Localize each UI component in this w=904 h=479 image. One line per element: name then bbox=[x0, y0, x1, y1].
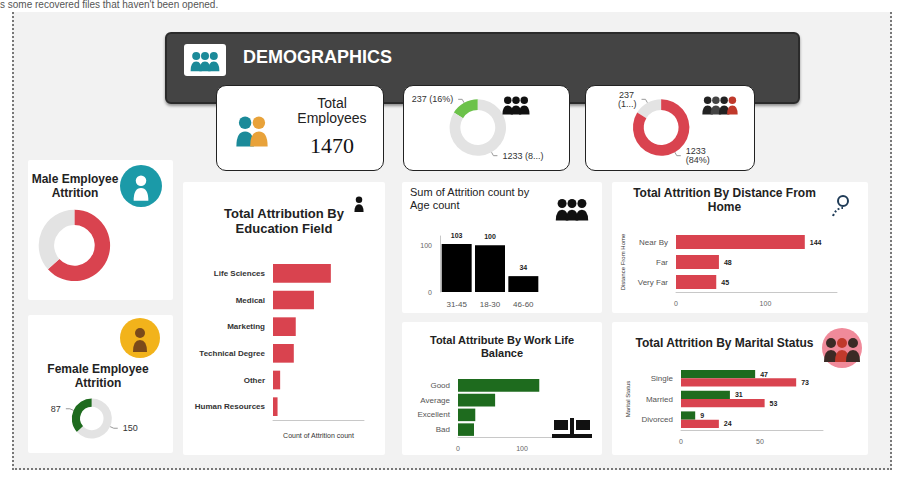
svg-text:Distance From Home: Distance From Home bbox=[620, 233, 626, 290]
svg-text:100: 100 bbox=[516, 445, 528, 452]
html-text:1470: 1470 bbox=[310, 133, 354, 158]
svg-text:0: 0 bbox=[679, 438, 683, 445]
svg-text:Count of Attrition count: Count of Attrition count bbox=[283, 432, 354, 439]
svg-text:50: 50 bbox=[756, 438, 764, 445]
html-text:s some recovered files that ha: s some recovered files that haven't been… bbox=[0, 0, 219, 10]
svg-text:9: 9 bbox=[700, 412, 704, 419]
svg-text:24: 24 bbox=[724, 420, 732, 427]
svg-text:53: 53 bbox=[770, 400, 778, 407]
svg-text:Human Resources: Human Resources bbox=[195, 402, 266, 411]
svg-text:(1...): (1...) bbox=[618, 99, 637, 109]
svg-text:87: 87 bbox=[51, 404, 61, 414]
svg-text:Single: Single bbox=[651, 374, 674, 383]
svg-text:100: 100 bbox=[484, 233, 496, 240]
html-text:DEMOGRAPHICS: DEMOGRAPHICS bbox=[243, 47, 392, 67]
svg-text:0: 0 bbox=[456, 445, 460, 452]
html-text:Total Attrition By Marital Sta: Total Attrition By Marital Status bbox=[635, 336, 814, 350]
svg-text:18-30: 18-30 bbox=[480, 300, 501, 309]
svg-text:Bad: Bad bbox=[436, 425, 450, 434]
svg-text:103: 103 bbox=[451, 232, 463, 239]
svg-text:Very Far: Very Far bbox=[638, 278, 669, 287]
svg-text:Technical Degree: Technical Degree bbox=[199, 349, 265, 358]
svg-text:0: 0 bbox=[428, 289, 432, 296]
svg-text:73: 73 bbox=[801, 379, 809, 386]
html-text:Female Employee Attrition: Female Employee Attrition bbox=[47, 362, 149, 390]
svg-text:48: 48 bbox=[724, 259, 732, 266]
svg-text:Divorced: Divorced bbox=[641, 415, 673, 424]
html-text:Total Attribution By Education: Total Attribution By Education Field bbox=[224, 206, 344, 236]
svg-text:Average: Average bbox=[420, 396, 450, 405]
svg-text:Near By: Near By bbox=[639, 238, 668, 247]
svg-text:0: 0 bbox=[674, 300, 678, 307]
html-text:Sum of Attrition count by Age: Sum of Attrition count by Age count bbox=[410, 186, 530, 211]
html-text:Total Attribute By Work Life B: Total Attribute By Work Life Balance bbox=[430, 334, 574, 359]
svg-text:237: 237 bbox=[619, 89, 637, 100]
svg-text:Medical: Medical bbox=[236, 296, 265, 305]
svg-text:Life Sciences: Life Sciences bbox=[214, 269, 266, 278]
html-text:Male Employee Attrition: Male Employee Attrition bbox=[31, 172, 119, 200]
svg-text:31: 31 bbox=[735, 391, 743, 398]
svg-text:Far: Far bbox=[656, 258, 668, 267]
svg-text:Married: Married bbox=[646, 395, 673, 404]
svg-text:Good: Good bbox=[430, 381, 450, 390]
svg-text:1233: 1233 bbox=[685, 146, 709, 157]
svg-text:237 (16%): 237 (16%) bbox=[412, 94, 454, 104]
svg-text:(84%): (84%) bbox=[686, 155, 710, 165]
svg-text:45: 45 bbox=[721, 279, 729, 286]
svg-text:47: 47 bbox=[760, 371, 768, 378]
svg-text:150: 150 bbox=[123, 423, 138, 433]
svg-text:100: 100 bbox=[420, 242, 432, 249]
svg-text:Other: Other bbox=[244, 376, 265, 385]
svg-text:144: 144 bbox=[810, 239, 822, 246]
svg-text:31-45: 31-45 bbox=[446, 300, 467, 309]
svg-text:34: 34 bbox=[519, 264, 527, 271]
svg-text:Marital Status: Marital Status bbox=[625, 381, 631, 418]
html-text:Total Attrition By Distance Fr: Total Attrition By Distance From Home bbox=[633, 186, 816, 214]
svg-text:46-60: 46-60 bbox=[513, 300, 534, 309]
svg-text:Marketing: Marketing bbox=[227, 322, 265, 331]
svg-text:1233 (8...): 1233 (8...) bbox=[502, 151, 543, 161]
svg-text:100: 100 bbox=[760, 300, 772, 307]
html-text:Total Employees: Total Employees bbox=[297, 95, 367, 126]
svg-text:Excellent: Excellent bbox=[418, 410, 451, 419]
